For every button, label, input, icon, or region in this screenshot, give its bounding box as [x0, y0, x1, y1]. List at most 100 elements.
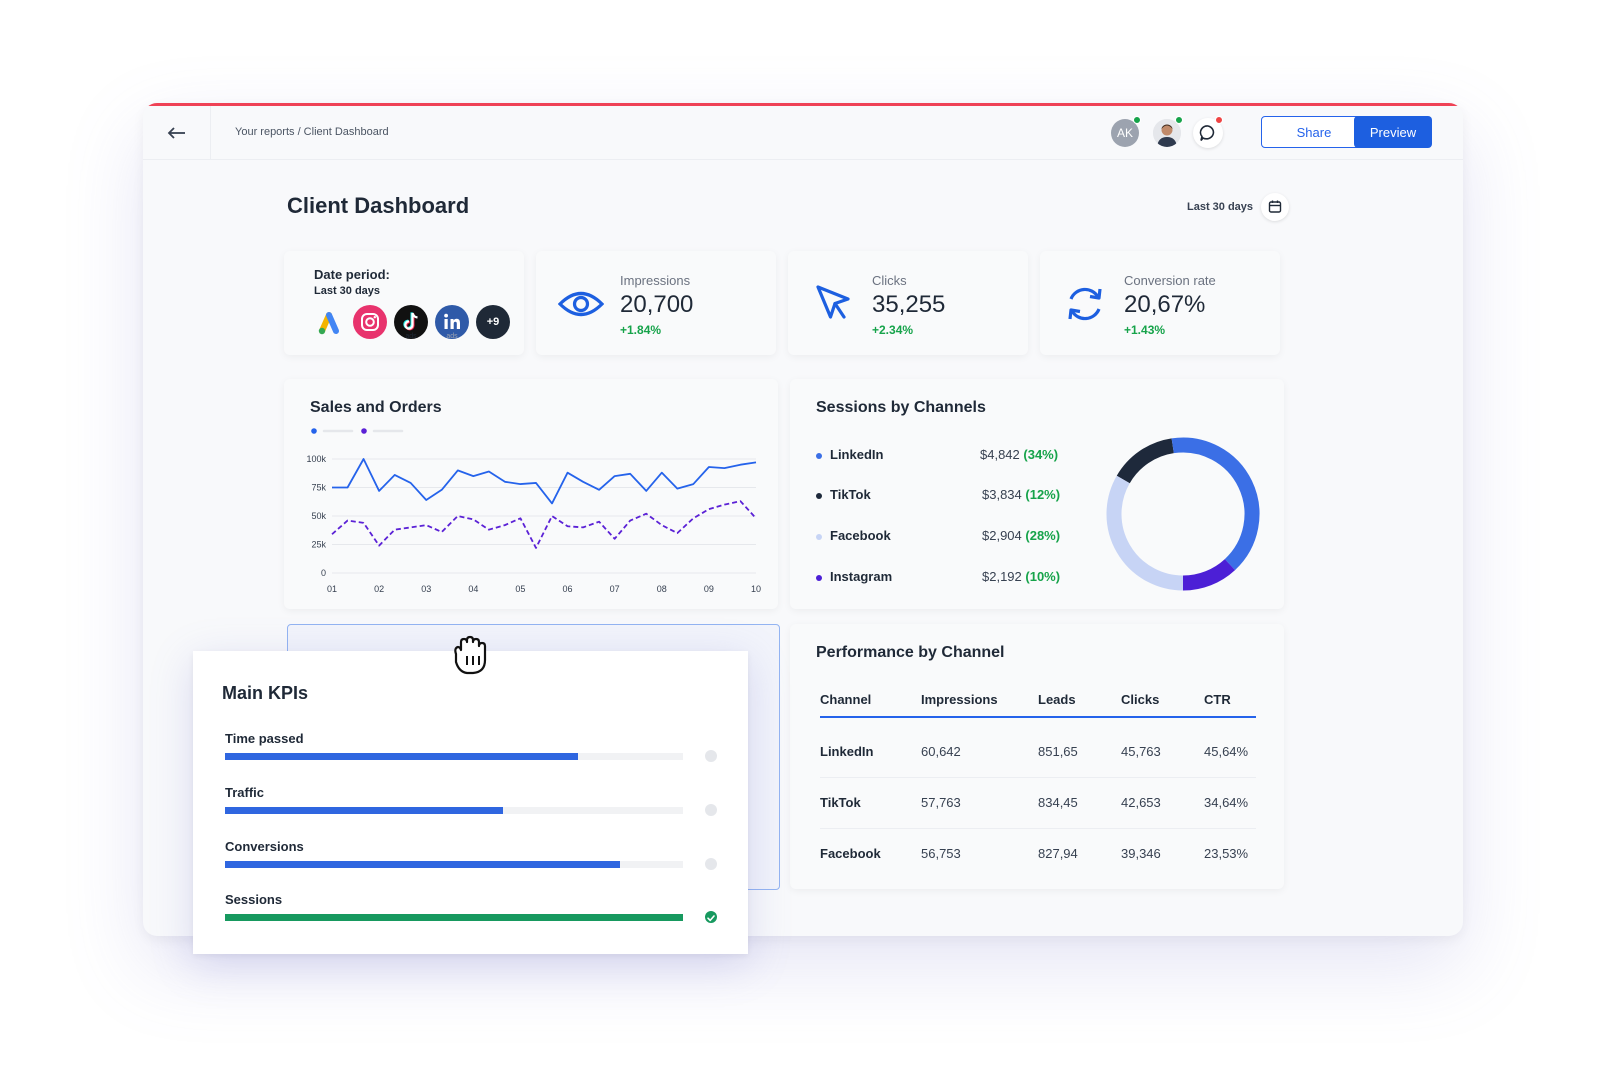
- table-cell: 34,64%: [1204, 795, 1249, 810]
- progress-fill: [225, 914, 683, 921]
- linkedin-legend-dot: [816, 453, 822, 459]
- date-range-label[interactable]: Last 30 days: [1187, 201, 1254, 213]
- notification-dot: [1215, 116, 1223, 124]
- sales-orders-card[interactable]: Sales and Orders 0 25k 50k 75k 100k 01 02 03 04 0…: [284, 379, 778, 609]
- donut-slice-linkedin: [1171, 437, 1260, 571]
- x-tick-label: 04: [468, 584, 478, 594]
- kpi-progress-label: Time passed: [225, 731, 304, 746]
- date-period-card[interactable]: Date period: Last 30 days ads ads: [284, 251, 524, 355]
- sessions-donut-chart: [1106, 437, 1260, 591]
- table-cell: TikTok: [820, 795, 861, 810]
- instagram-legend-dot: [816, 575, 822, 581]
- progress-track: [225, 753, 683, 760]
- breadcrumb[interactable]: Your reports / Client Dashboard: [235, 126, 389, 138]
- main-kpis-widget[interactable]: Main KPIs Time passed Traffic Conversion…: [193, 651, 748, 954]
- table-cell: 60,642: [921, 744, 961, 759]
- date-period-value: Last 30 days: [314, 285, 381, 297]
- table-cell: 56,753: [921, 846, 961, 861]
- x-tick-label: 06: [563, 584, 573, 594]
- channel-value: $2,904 (28%): [982, 528, 1060, 543]
- channel-value: $4,842 (34%): [980, 447, 1058, 462]
- channel-name: Facebook: [830, 528, 891, 543]
- x-tick-label: 01: [327, 584, 337, 594]
- sessions-title: Sessions by Channels: [816, 399, 986, 416]
- cursor-arrow-icon: [816, 285, 850, 319]
- x-tick-label: 08: [657, 584, 667, 594]
- y-tick-label: 0: [321, 568, 326, 578]
- progress-fill: [225, 753, 578, 760]
- table-cell: 57,763: [921, 795, 961, 810]
- avatar-photo[interactable]: [1153, 119, 1181, 147]
- column-header-channel[interactable]: Channel: [820, 692, 872, 707]
- status-dot: [705, 858, 717, 870]
- table-cell: 39,346: [1121, 846, 1161, 861]
- kpi-tile-clicks[interactable]: Clicks 35,255 +2.34%: [788, 251, 1028, 355]
- performance-card[interactable]: Performance by Channel Channel Impressio…: [790, 624, 1284, 889]
- table-cell: LinkedIn: [820, 744, 874, 759]
- donut-slice-instagram: [1182, 558, 1236, 591]
- table-cell: 45,64%: [1204, 744, 1249, 759]
- grab-hand-icon: [454, 635, 487, 675]
- progress-track: [225, 914, 683, 921]
- kpi-progress-label: Conversions: [225, 839, 304, 854]
- instagram-icon: [353, 305, 387, 339]
- calendar-button[interactable]: [1261, 193, 1289, 221]
- kpi-tile-conversion-rate[interactable]: Conversion rate 20,67% +1.43%: [1040, 251, 1280, 355]
- kpi-label: Impressions: [620, 273, 691, 288]
- column-header-impressions[interactable]: Impressions: [921, 692, 998, 707]
- progress-track: [225, 807, 683, 814]
- y-tick-label: 100k: [306, 454, 326, 464]
- channel-name: LinkedIn: [830, 447, 884, 462]
- more-sources-badge[interactable]: +9: [476, 305, 510, 339]
- channel-pct: (12%): [1025, 487, 1061, 502]
- sessions-card[interactable]: Sessions by Channels LinkedIn $4,842 (34…: [790, 379, 1284, 609]
- channel-value: $3,834 (12%): [982, 487, 1060, 502]
- donut-slice-facebook: [1106, 475, 1184, 591]
- column-header-clicks[interactable]: Clicks: [1121, 692, 1160, 707]
- y-tick-label: 75k: [311, 483, 326, 493]
- tiktok-icon: [394, 305, 428, 339]
- x-tick-label: 09: [704, 584, 714, 594]
- topbar-divider: [210, 106, 211, 160]
- kpi-change: +1.84%: [620, 323, 662, 337]
- x-tick-label: 10: [751, 584, 761, 594]
- performance-title: Performance by Channel: [816, 644, 1005, 661]
- kpi-progress-conversions: Conversions: [225, 839, 725, 879]
- y-tick-label: 25k: [311, 540, 326, 550]
- column-header-ctr[interactable]: CTR: [1204, 692, 1231, 707]
- table-cell: 851,65: [1038, 744, 1078, 759]
- facebook-legend-dot: [816, 534, 822, 540]
- online-status-dot: [1175, 116, 1183, 124]
- table-cell: 827,94: [1038, 846, 1078, 861]
- column-header-leads[interactable]: Leads: [1038, 692, 1076, 707]
- kpi-change: +2.34%: [872, 323, 914, 337]
- status-dot: [705, 804, 717, 816]
- google-ads-icon: [318, 312, 339, 335]
- kpi-tile-impressions[interactable]: Impressions 20,700 +1.84%: [536, 251, 776, 355]
- x-tick-label: 02: [374, 584, 384, 594]
- channel-value: $2,192 (10%): [982, 569, 1060, 584]
- table-row-divider: [820, 828, 1256, 829]
- kpi-label: Clicks: [872, 273, 907, 288]
- channel-pct: (10%): [1025, 569, 1061, 584]
- table-cell: 42,653: [1121, 795, 1161, 810]
- kpi-progress-time-passed: Time passed: [225, 731, 725, 771]
- back-button[interactable]: [163, 120, 193, 146]
- kpi-progress-sessions: Sessions: [225, 892, 725, 932]
- tiktok-legend-dot: [816, 493, 822, 499]
- kpi-progress-traffic: Traffic: [225, 785, 725, 825]
- kpi-value: 20,700: [620, 291, 694, 318]
- arrow-left-icon: [167, 127, 185, 139]
- user-photo-icon: [1153, 119, 1181, 147]
- channel-name: TikTok: [830, 487, 871, 502]
- avatar[interactable]: AK: [1111, 119, 1139, 147]
- share-button[interactable]: Share: [1261, 116, 1367, 148]
- preview-button[interactable]: Preview: [1354, 116, 1432, 148]
- series-line-sales: [332, 458, 757, 505]
- x-tick-label: 05: [515, 584, 525, 594]
- chat-bubble-icon: [1199, 125, 1215, 141]
- legend-dot: [311, 428, 317, 434]
- channel-pct: (28%): [1025, 528, 1061, 543]
- progress-fill: [225, 807, 503, 814]
- page-title: Client Dashboard: [287, 193, 470, 218]
